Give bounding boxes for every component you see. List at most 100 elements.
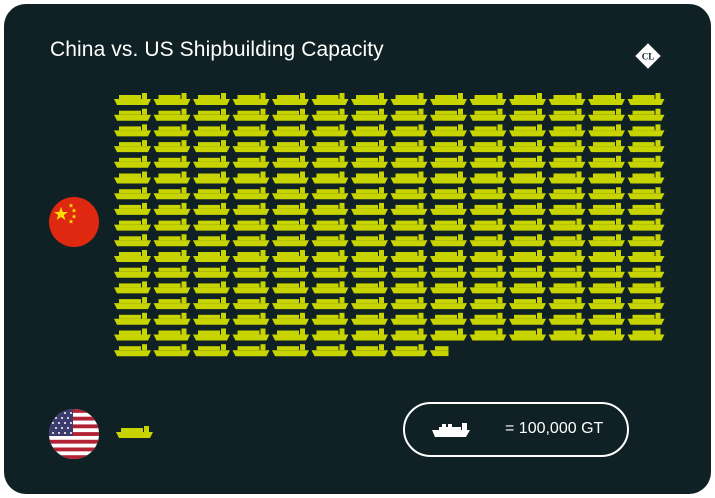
china-ship-mark [548, 297, 586, 310]
china-ship-mark [509, 265, 546, 278]
china-ship-mark [351, 93, 388, 105]
china-ship-mark [114, 93, 151, 105]
china-ship-mark [588, 218, 625, 231]
china-ship-mark [430, 155, 467, 168]
china-ship-mark [509, 297, 546, 310]
china-ship-mark [627, 250, 665, 262]
china-ship-mark [351, 344, 388, 357]
china-ship-mark [232, 218, 270, 231]
china-ship-mark [548, 281, 586, 294]
china-ship-mark [193, 234, 230, 247]
china-ship-mark [430, 171, 467, 184]
china-ship-mark [430, 202, 467, 215]
china-ship-mark [193, 140, 230, 153]
china-ship-mark [153, 328, 191, 341]
china-ship-mark [430, 250, 467, 262]
china-ship-mark [311, 108, 349, 121]
china-ship-mark [509, 93, 546, 105]
china-ship-mark [390, 234, 428, 247]
china-ship-mark [232, 108, 270, 121]
china-ship-mark [390, 297, 428, 310]
china-ship-mark [311, 124, 349, 137]
china-ship-mark [627, 281, 665, 294]
china-ship-mark [390, 281, 428, 294]
china-ship-mark [311, 312, 349, 325]
china-ship-mark [153, 202, 191, 215]
china-ship-mark [548, 155, 586, 168]
chart-card: China vs. US Shipbuilding Capacity CL [4, 4, 711, 494]
china-ship-mark [232, 202, 270, 215]
china-ship-mark [311, 328, 349, 341]
china-ship-mark [351, 140, 388, 153]
china-ship-mark [114, 328, 151, 341]
china-ship-mark [272, 297, 309, 310]
china-ship-mark [351, 187, 388, 200]
china-ship-mark [390, 93, 428, 105]
china-ship-mark [509, 281, 546, 294]
china-ship-mark [153, 297, 191, 310]
china-ship-mark [153, 155, 191, 168]
china-ship-mark [193, 250, 230, 262]
china-ship-mark [469, 108, 507, 121]
china-ship-mark [390, 265, 428, 278]
china-ship-mark [114, 108, 151, 121]
china-ship-mark [588, 108, 625, 121]
china-ship-mark [469, 312, 507, 325]
china-ship-mark [588, 281, 625, 294]
china-ship-mark [153, 234, 191, 247]
china-ship-mark [232, 187, 270, 200]
svg-text:CL: CL [642, 52, 655, 62]
us-flag-icon [49, 409, 99, 459]
us-ship-pictogram [116, 426, 153, 438]
china-ship-mark [351, 234, 388, 247]
china-ship-mark [232, 124, 270, 137]
china-ship-mark [509, 312, 546, 325]
china-ship-mark [430, 281, 467, 294]
china-ship-mark [430, 140, 467, 153]
china-ship-mark [548, 93, 586, 105]
china-ship-mark [548, 312, 586, 325]
china-ship-mark [114, 187, 151, 200]
china-ship-mark [469, 171, 507, 184]
china-ship-mark [232, 312, 270, 325]
china-flag-icon [49, 197, 99, 247]
china-ship-mark [311, 93, 349, 105]
china-ship-mark [193, 124, 230, 137]
china-ship-mark [588, 140, 625, 153]
china-ship-mark [311, 250, 349, 262]
china-ship-mark [114, 124, 151, 137]
china-ship-mark [153, 265, 191, 278]
china-ship-mark [114, 202, 151, 215]
china-ship-mark [311, 218, 349, 231]
china-ship-mark [272, 202, 309, 215]
legend: = 100,000 GT [403, 402, 629, 457]
ship-icon [432, 423, 470, 437]
china-ship-mark [272, 124, 309, 137]
china-ship-mark [311, 234, 349, 247]
china-ship-mark [232, 265, 270, 278]
china-ship-mark [193, 108, 230, 121]
china-ship-mark [351, 202, 388, 215]
china-ship-mark [311, 187, 349, 200]
chart-title: China vs. US Shipbuilding Capacity [50, 38, 384, 61]
china-ship-mark [390, 187, 428, 200]
china-ship-mark [469, 297, 507, 310]
cl-diamond-logo-icon: CL [635, 43, 661, 69]
china-ship-mark [272, 234, 309, 247]
china-ship-mark [114, 140, 151, 153]
china-ship-mark [627, 297, 665, 310]
china-ship-mark [627, 187, 665, 200]
china-ship-mark [272, 328, 309, 341]
china-ship-mark [548, 187, 586, 200]
china-ship-mark [351, 250, 388, 262]
china-ship-mark [311, 297, 349, 310]
china-ship-mark [311, 140, 349, 153]
china-ship-mark [193, 93, 230, 105]
china-ship-mark [232, 234, 270, 247]
china-ship-mark [588, 124, 625, 137]
china-ship-mark [548, 202, 586, 215]
china-ship-mark [272, 108, 309, 121]
china-ship-mark [193, 312, 230, 325]
china-ship-mark [272, 312, 309, 325]
china-ship-mark [153, 140, 191, 153]
